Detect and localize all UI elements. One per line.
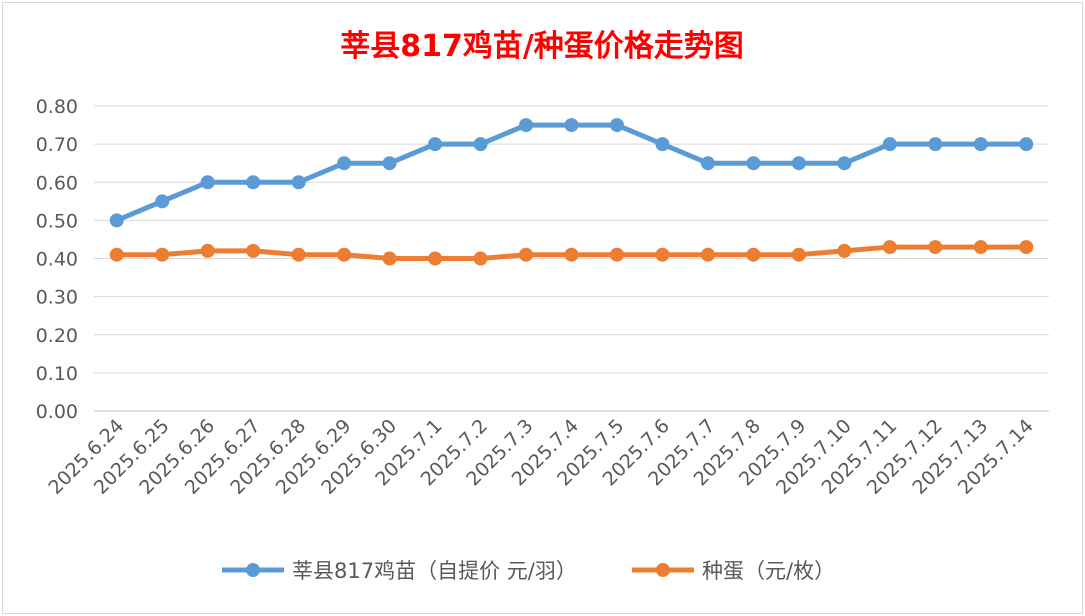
data-point: [1019, 240, 1034, 255]
y-axis: 0.00 0.10 0.20 0.30 0.40 0.50 0.60 0.70 0.80: [36, 96, 78, 423]
data-point: [564, 247, 579, 262]
data-point: [882, 240, 897, 255]
legend: 莘县817鸡苗（自提价 元/羽） 种蛋（元/枚）: [222, 559, 835, 583]
data-point: [928, 137, 943, 152]
data-point: [882, 137, 897, 152]
data-point: [791, 247, 806, 262]
data-point: [564, 118, 579, 133]
legend-marker: [246, 563, 260, 577]
y-tick-label: 0.10: [36, 363, 78, 385]
data-point: [746, 247, 761, 262]
y-tick-label: 0.60: [36, 172, 78, 194]
data-point: [337, 247, 352, 262]
data-point: [473, 137, 488, 152]
data-point: [791, 156, 806, 171]
data-point: [837, 156, 852, 171]
data-point: [291, 175, 306, 190]
data-point: [246, 175, 261, 190]
y-tick-label: 0.00: [36, 401, 78, 423]
data-point: [246, 243, 261, 258]
data-point: [700, 156, 715, 171]
y-tick-label: 0.80: [36, 96, 78, 118]
legend-label: 种蛋（元/枚）: [702, 559, 835, 583]
series-0: [109, 118, 1034, 228]
series-1: [109, 240, 1034, 266]
legend-marker: [656, 563, 670, 577]
data-point: [200, 243, 215, 258]
data-point: [973, 240, 988, 255]
series-layer: [109, 118, 1034, 266]
data-point: [700, 247, 715, 262]
data-point: [109, 213, 124, 228]
data-point: [428, 137, 443, 152]
chart-title: 莘县817鸡苗/种蛋价格走势图: [340, 29, 744, 64]
data-point: [973, 137, 988, 152]
y-tick-label: 0.70: [36, 134, 78, 156]
data-point: [1019, 137, 1034, 152]
data-point: [382, 156, 397, 171]
data-point: [155, 247, 170, 262]
data-point: [609, 247, 624, 262]
data-point: [519, 118, 534, 133]
y-tick-label: 0.30: [36, 287, 78, 309]
data-point: [291, 247, 306, 262]
data-point: [382, 251, 397, 266]
data-point: [928, 240, 943, 255]
data-point: [337, 156, 352, 171]
y-tick-label: 0.40: [36, 249, 78, 271]
legend-item: 种蛋（元/枚）: [632, 559, 835, 583]
data-point: [746, 156, 761, 171]
data-point: [428, 251, 443, 266]
data-point: [473, 251, 488, 266]
legend-item: 莘县817鸡苗（自提价 元/羽）: [222, 559, 577, 583]
data-point: [109, 247, 124, 262]
legend-label: 莘县817鸡苗（自提价 元/羽）: [292, 559, 577, 583]
data-point: [655, 137, 670, 152]
y-tick-label: 0.20: [36, 325, 78, 347]
data-point: [837, 243, 852, 258]
data-point: [655, 247, 670, 262]
data-point: [155, 194, 170, 209]
data-point: [519, 247, 534, 262]
data-point: [200, 175, 215, 190]
y-tick-label: 0.50: [36, 210, 78, 232]
data-point: [609, 118, 624, 133]
